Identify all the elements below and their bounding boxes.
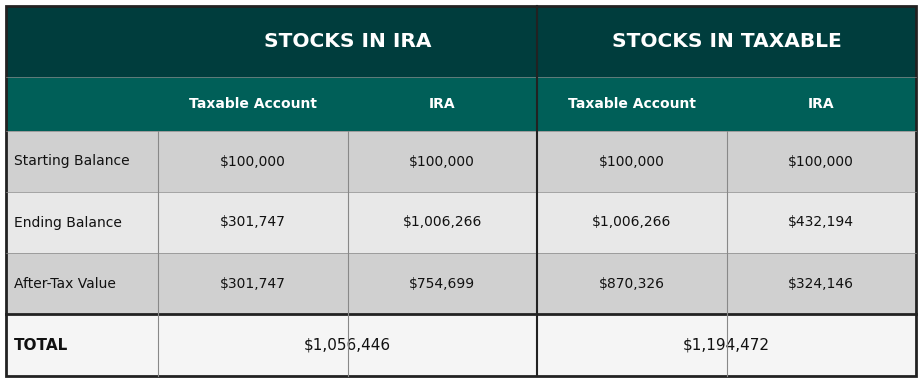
Bar bbox=[6, 192, 158, 253]
Bar bbox=[158, 77, 348, 131]
Text: $324,146: $324,146 bbox=[788, 277, 855, 290]
Text: STOCKS IN IRA: STOCKS IN IRA bbox=[264, 32, 431, 51]
Text: IRA: IRA bbox=[429, 97, 455, 111]
Text: $100,000: $100,000 bbox=[598, 154, 665, 168]
Bar bbox=[537, 6, 916, 77]
Bar bbox=[158, 6, 537, 77]
Bar bbox=[158, 131, 348, 192]
Bar bbox=[6, 6, 158, 77]
Bar bbox=[537, 131, 727, 192]
Bar bbox=[6, 314, 916, 376]
Bar bbox=[348, 253, 537, 314]
Text: $100,000: $100,000 bbox=[788, 154, 854, 168]
Bar bbox=[6, 253, 158, 314]
Text: After-Tax Value: After-Tax Value bbox=[14, 277, 116, 290]
Text: $100,000: $100,000 bbox=[219, 154, 286, 168]
Text: $1,194,472: $1,194,472 bbox=[683, 338, 770, 353]
Bar bbox=[348, 192, 537, 253]
Bar bbox=[6, 77, 158, 131]
Bar bbox=[727, 131, 916, 192]
Text: IRA: IRA bbox=[808, 97, 834, 111]
Text: STOCKS IN TAXABLE: STOCKS IN TAXABLE bbox=[611, 32, 842, 51]
Text: $432,194: $432,194 bbox=[788, 215, 855, 230]
Text: $1,006,266: $1,006,266 bbox=[403, 215, 482, 230]
Bar bbox=[727, 192, 916, 253]
Bar bbox=[727, 253, 916, 314]
Bar bbox=[727, 77, 916, 131]
Text: TOTAL: TOTAL bbox=[14, 338, 68, 353]
Text: $1,006,266: $1,006,266 bbox=[592, 215, 671, 230]
Text: Starting Balance: Starting Balance bbox=[14, 154, 130, 168]
Bar bbox=[537, 192, 727, 253]
Text: $870,326: $870,326 bbox=[598, 277, 665, 290]
Bar bbox=[537, 77, 727, 131]
Text: $1,056,446: $1,056,446 bbox=[304, 338, 391, 353]
Text: Taxable Account: Taxable Account bbox=[568, 97, 696, 111]
Text: $754,699: $754,699 bbox=[409, 277, 476, 290]
Bar bbox=[537, 253, 727, 314]
Bar bbox=[348, 131, 537, 192]
Bar bbox=[158, 192, 348, 253]
Text: Taxable Account: Taxable Account bbox=[189, 97, 317, 111]
Text: $301,747: $301,747 bbox=[219, 215, 286, 230]
Text: $100,000: $100,000 bbox=[409, 154, 475, 168]
Bar bbox=[348, 77, 537, 131]
Text: Ending Balance: Ending Balance bbox=[14, 215, 122, 230]
Bar bbox=[158, 253, 348, 314]
Text: $301,747: $301,747 bbox=[219, 277, 286, 290]
Bar bbox=[6, 131, 158, 192]
